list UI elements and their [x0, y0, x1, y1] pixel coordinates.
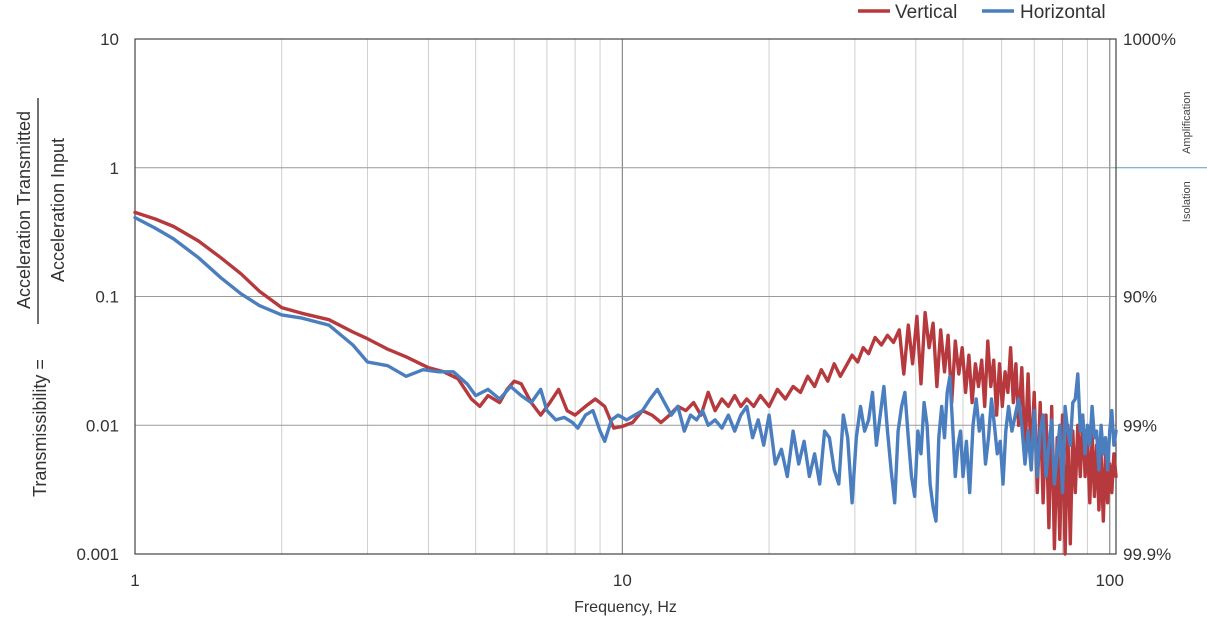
series-group — [133, 210, 1118, 556]
zone-label-isolation: Isolation — [1181, 181, 1193, 222]
x-axis-label: Frequency, Hz — [574, 599, 677, 616]
y-tick-label: 0.01 — [86, 416, 119, 435]
series-line-vertical — [133, 210, 1118, 556]
right-tick-label: 1000% — [1123, 30, 1176, 49]
y-axis-label-prefix: Transmissibility = — [30, 359, 50, 497]
y-tick-label: 10 — [100, 30, 119, 49]
y-tick-label: 0.1 — [95, 288, 119, 307]
series-line-horizontal — [133, 215, 1118, 523]
y-axis-ticks: 10 1 0.1 0.01 0.001 — [76, 30, 119, 564]
legend-label-horizontal: Horizontal — [1020, 2, 1106, 23]
right-tick-label: 99% — [1123, 416, 1157, 435]
right-tick-label: 99.9% — [1123, 545, 1171, 564]
legend: Vertical Horizontal — [858, 2, 1106, 23]
right-tick-label: 90% — [1123, 288, 1157, 307]
y-axis-label-denominator: Acceleration Input — [48, 138, 68, 282]
y-tick-label: 1 — [110, 159, 119, 178]
y-tick-label: 0.001 — [76, 545, 119, 564]
x-tick-label: 10 — [613, 571, 632, 590]
plot-frame — [134, 38, 1117, 555]
zone-label-amplification: Amplification — [1181, 92, 1193, 154]
x-axis-ticks: 1 10 100 — [130, 571, 1124, 590]
y-axis-label: Transmissibility = Acceleration Transmit… — [14, 98, 68, 497]
legend-label-vertical: Vertical — [895, 2, 957, 23]
x-tick-label: 1 — [130, 571, 139, 590]
x-tick-label: 100 — [1096, 571, 1124, 590]
y-axis-label-numerator: Acceleration Transmitted — [14, 111, 34, 309]
right-axis-ticks: 1000% 90% 99% 99.9% — [1123, 30, 1176, 564]
